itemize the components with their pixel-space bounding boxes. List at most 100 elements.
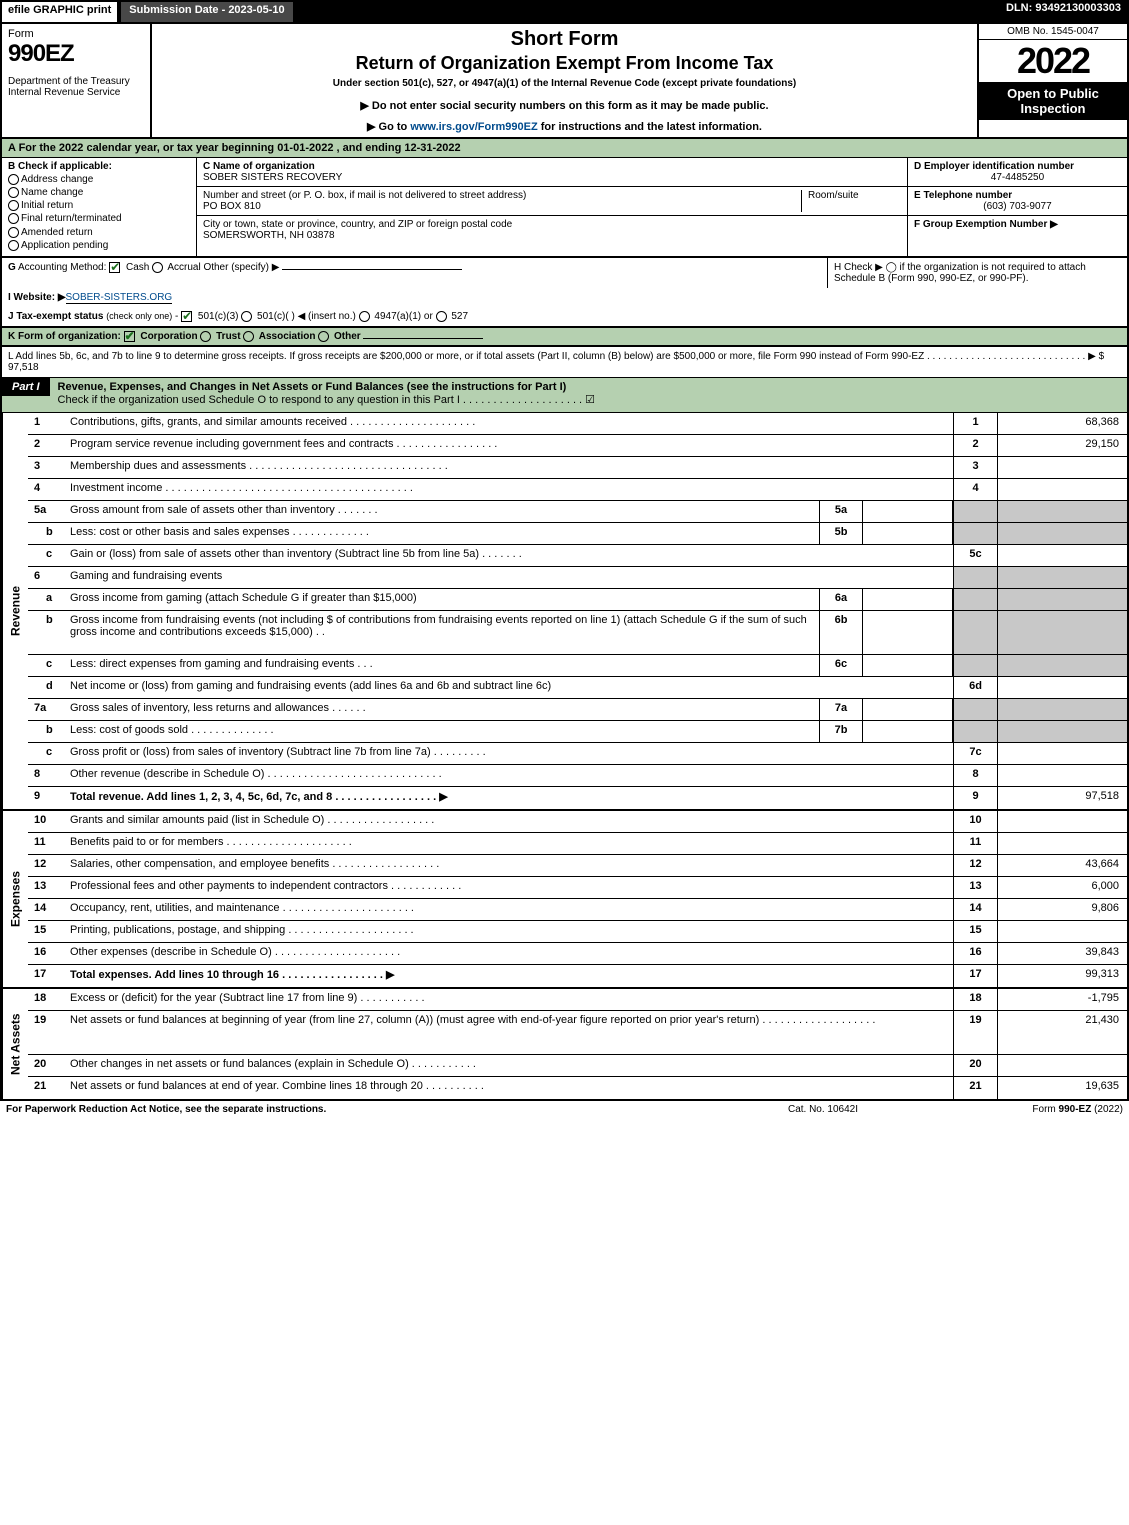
- chk-name-change[interactable]: [8, 187, 19, 198]
- side-expenses: Expenses: [2, 811, 28, 987]
- chk-final-return[interactable]: [8, 213, 19, 224]
- link-instructions: ▶ Go to www.irs.gov/Form990EZ for instru…: [160, 120, 969, 133]
- chk-corp[interactable]: [124, 331, 135, 342]
- F-lbl: F Group Exemption Number ▶: [914, 219, 1058, 230]
- chk-trust[interactable]: [200, 331, 211, 342]
- revenue-table: Revenue 1Contributions, gifts, grants, a…: [0, 413, 1129, 811]
- line-6d: dNet income or (loss) from gaming and fu…: [28, 677, 1127, 699]
- line-J: J Tax-exempt status (check only one) - 5…: [2, 307, 1127, 328]
- col-DEF: D Employer identification number47-44852…: [907, 158, 1127, 256]
- dept: Department of the Treasury Internal Reve…: [8, 76, 144, 98]
- footer-cat: Cat. No. 10642I: [723, 1104, 923, 1115]
- line-8: 8Other revenue (describe in Schedule O) …: [28, 765, 1127, 787]
- form-label: Form: [8, 28, 144, 40]
- side-netassets: Net Assets: [2, 989, 28, 1099]
- line-6: 6Gaming and fundraising events: [28, 567, 1127, 589]
- footer: For Paperwork Reduction Act Notice, see …: [0, 1100, 1129, 1118]
- chk-cash[interactable]: [109, 262, 120, 273]
- line-19: 19Net assets or fund balances at beginni…: [28, 1011, 1127, 1055]
- chk-assoc[interactable]: [243, 331, 254, 342]
- line-L: L Add lines 5b, 6c, and 7b to line 9 to …: [0, 347, 1129, 378]
- dln: DLN: 93492130003303: [998, 0, 1129, 24]
- chk-501c3[interactable]: [181, 311, 192, 322]
- part1-text: Revenue, Expenses, and Changes in Net As…: [58, 381, 567, 393]
- chk-501c[interactable]: [241, 311, 252, 322]
- C-name: SOBER SISTERS RECOVERY: [203, 172, 342, 183]
- chk-address-change[interactable]: [8, 174, 19, 185]
- col-C: C Name of organization SOBER SISTERS REC…: [197, 158, 907, 256]
- warning: ▶ Do not enter social security numbers o…: [160, 99, 969, 112]
- part1-sub: Check if the organization used Schedule …: [58, 394, 596, 406]
- line-5a: 5aGross amount from sale of assets other…: [28, 501, 1127, 523]
- efile-print-label[interactable]: efile GRAPHIC print: [0, 0, 119, 24]
- irs-link[interactable]: www.irs.gov/Form990EZ: [410, 121, 537, 133]
- chk-initial-return[interactable]: [8, 200, 19, 211]
- line-H: H Check ▶ ◯ if the organization is not r…: [827, 258, 1127, 288]
- line-7a: 7aGross sales of inventory, less returns…: [28, 699, 1127, 721]
- line-4: 4Investment income . . . . . . . . . . .…: [28, 479, 1127, 501]
- form-header: Form 990EZ Department of the Treasury In…: [0, 24, 1129, 139]
- top-bar: efile GRAPHIC print Submission Date - 20…: [0, 0, 1129, 24]
- footer-form: Form 990-EZ (2022): [923, 1104, 1123, 1115]
- line-16: 16Other expenses (describe in Schedule O…: [28, 943, 1127, 965]
- line-I: I Website: ▶SOBER-SISTERS.ORG: [2, 288, 1127, 307]
- expenses-table: Expenses 10Grants and similar amounts pa…: [0, 811, 1129, 989]
- line-18: 18Excess or (deficit) for the year (Subt…: [28, 989, 1127, 1011]
- line-2: 2Program service revenue including gover…: [28, 435, 1127, 457]
- E-val: (603) 703-9077: [914, 201, 1121, 212]
- line-17: 17Total expenses. Add lines 10 through 1…: [28, 965, 1127, 987]
- netassets-table: Net Assets 18Excess or (deficit) for the…: [0, 989, 1129, 1100]
- D-lbl: D Employer identification number: [914, 161, 1074, 172]
- C-city: SOMERSWORTH, NH 03878: [203, 230, 335, 241]
- line-6b: bGross income from fundraising events (n…: [28, 611, 1127, 655]
- line-6c: cLess: direct expenses from gaming and f…: [28, 655, 1127, 677]
- line-5b: bLess: cost or other basis and sales exp…: [28, 523, 1127, 545]
- line-G: G Accounting Method: Cash Accrual Other …: [2, 258, 827, 288]
- line-21: 21Net assets or fund balances at end of …: [28, 1077, 1127, 1099]
- col-B: B Check if applicable: Address change Na…: [2, 158, 197, 256]
- line-5c: cGain or (loss) from sale of assets othe…: [28, 545, 1127, 567]
- line-11: 11Benefits paid to or for members . . . …: [28, 833, 1127, 855]
- tax-year: 2022: [979, 40, 1127, 82]
- line-3: 3Membership dues and assessments . . . .…: [28, 457, 1127, 479]
- line-14: 14Occupancy, rent, utilities, and mainte…: [28, 899, 1127, 921]
- title-main: Return of Organization Exempt From Incom…: [160, 53, 969, 74]
- line-13: 13Professional fees and other payments t…: [28, 877, 1127, 899]
- title-short-form: Short Form: [160, 28, 969, 51]
- line-A: A For the 2022 calendar year, or tax yea…: [0, 139, 1129, 158]
- website-link[interactable]: SOBER-SISTERS.ORG: [66, 292, 173, 304]
- footer-left: For Paperwork Reduction Act Notice, see …: [6, 1104, 723, 1115]
- line-7c: cGross profit or (loss) from sales of in…: [28, 743, 1127, 765]
- C-addr: PO BOX 810: [203, 201, 261, 212]
- chk-accrual[interactable]: [152, 262, 163, 273]
- chk-pending[interactable]: [8, 240, 19, 251]
- part1-label: Part I: [2, 378, 50, 396]
- line-20: 20Other changes in net assets or fund ba…: [28, 1055, 1127, 1077]
- C-addr-lbl: Number and street (or P. O. box, if mail…: [203, 190, 526, 201]
- side-revenue: Revenue: [2, 413, 28, 809]
- chk-4947[interactable]: [359, 311, 370, 322]
- line-15: 15Printing, publications, postage, and s…: [28, 921, 1127, 943]
- C-name-lbl: C Name of organization: [203, 161, 315, 172]
- D-val: 47-4485250: [914, 172, 1121, 183]
- line-6a: aGross income from gaming (attach Schedu…: [28, 589, 1127, 611]
- C-city-lbl: City or town, state or province, country…: [203, 219, 512, 230]
- line-9: 9Total revenue. Add lines 1, 2, 3, 4, 5c…: [28, 787, 1127, 809]
- form-number: 990EZ: [8, 40, 144, 68]
- subtitle: Under section 501(c), 527, or 4947(a)(1)…: [160, 78, 969, 89]
- line-K: K Form of organization: Corporation Trus…: [2, 328, 1127, 347]
- line-10: 10Grants and similar amounts paid (list …: [28, 811, 1127, 833]
- line-1: 1Contributions, gifts, grants, and simil…: [28, 413, 1127, 435]
- chk-527[interactable]: [436, 311, 447, 322]
- B-title: B Check if applicable:: [8, 161, 112, 172]
- room-lbl: Room/suite: [808, 190, 859, 201]
- line-12: 12Salaries, other compensation, and empl…: [28, 855, 1127, 877]
- section-G-K: G Accounting Method: Cash Accrual Other …: [0, 258, 1129, 347]
- chk-other[interactable]: [318, 331, 329, 342]
- part1-header: Part I Revenue, Expenses, and Changes in…: [0, 378, 1129, 413]
- omb-number: OMB No. 1545-0047: [979, 24, 1127, 40]
- chk-amended[interactable]: [8, 227, 19, 238]
- public-inspection: Open to Public Inspection: [979, 82, 1127, 120]
- E-lbl: E Telephone number: [914, 190, 1012, 201]
- section-B-F: B Check if applicable: Address change Na…: [0, 158, 1129, 258]
